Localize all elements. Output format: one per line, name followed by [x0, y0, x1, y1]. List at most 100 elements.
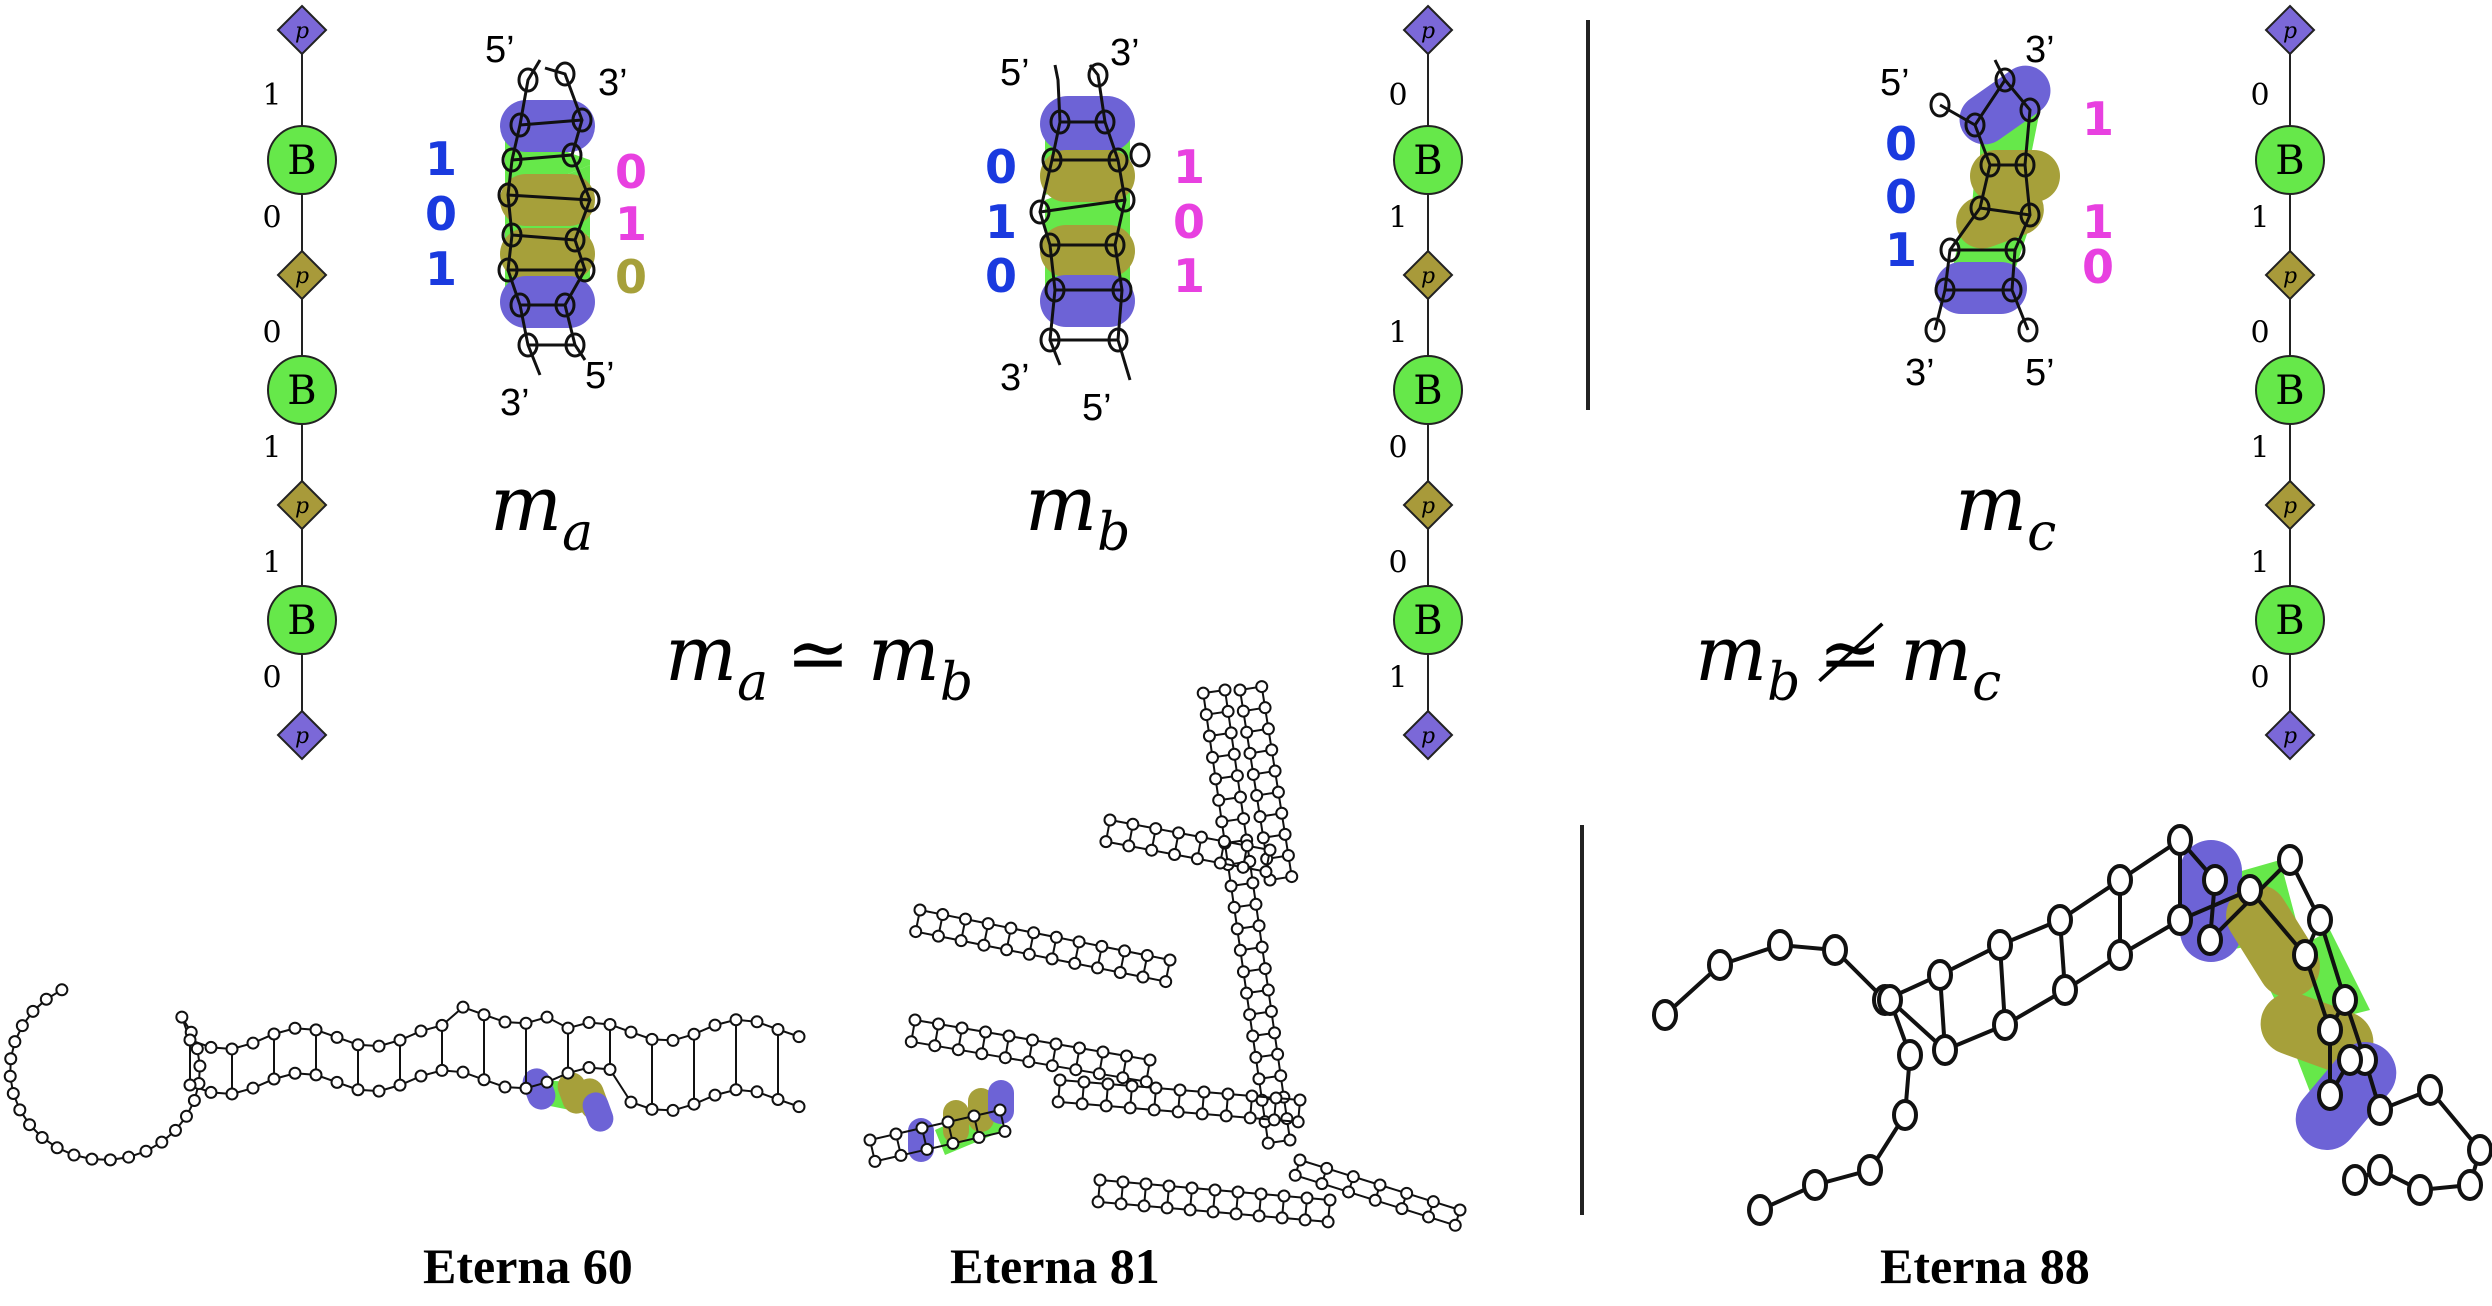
eterna-81-nucleotide [1293, 1153, 1307, 1167]
motif-mb-right-bit: 1 [1173, 249, 1205, 303]
eterna-60-nucleotide [561, 1066, 575, 1080]
chain-bit: 0 [2250, 661, 2269, 696]
eterna-60-nucleotide [603, 1062, 617, 1076]
eterna-60-nucleotide [55, 983, 69, 997]
eterna-60-nucleotide [288, 1066, 302, 1080]
eterna-81-nucleotide [1252, 1072, 1266, 1086]
eterna-81-nucleotide [1252, 919, 1266, 933]
eterna-88-nucleotide [2467, 1134, 2492, 1166]
eterna-81-nucleotide [1300, 1191, 1314, 1205]
eterna-60-nucleotide [540, 1075, 554, 1089]
chain-bit: 1 [1388, 316, 1407, 351]
eterna-81-nucleotide [913, 903, 927, 917]
eterna-60-nucleotide [414, 1069, 428, 1083]
eterna-81-nucleotide [1283, 1133, 1297, 1147]
eterna-88-nucleotide [2167, 824, 2193, 856]
eterna-81-nucleotide [1249, 1050, 1263, 1064]
phosphate-label: p [2283, 494, 2297, 519]
motif-mc: 3’ 5’ 3’ 5’ 0 0 1 1 1 0 mc [1880, 29, 2114, 563]
eterna-81-nucleotide [1229, 1207, 1243, 1221]
eterna-81-nucleotide [1259, 865, 1273, 879]
eterna-81-nucleotide [1199, 708, 1213, 722]
eterna-81-nucleotide [1139, 1177, 1153, 1191]
eterna-60-nucleotide [540, 1010, 554, 1024]
eterna-81-nucleotide [1172, 826, 1186, 840]
phosphate-node [276, 479, 328, 531]
chain-bit: 0 [1388, 546, 1407, 581]
eterna-81-nucleotide [1208, 1183, 1222, 1197]
eterna-88-nucleotide [2367, 1154, 2393, 1186]
motif-mb-end-label: 3’ [1110, 32, 1140, 74]
eterna-60-highlights [522, 1068, 614, 1132]
eterna-81-nucleotide [1280, 1112, 1294, 1126]
eterna-81-nucleotide [1149, 1081, 1163, 1095]
eterna-81-nucleotide [1221, 704, 1235, 718]
eterna-81-nucleotide [1004, 921, 1018, 935]
eterna-88-nucleotide [1857, 1154, 1883, 1186]
eterna-60-nucleotide [225, 1042, 239, 1056]
caption-eterna-60: Eterna 60 [423, 1238, 633, 1294]
eterna-81-nucleotide [1271, 1047, 1285, 1061]
eterna-81-nucleotide [1254, 1187, 1268, 1201]
motif-mc-right-bit: 0 [2082, 240, 2114, 294]
base-node [267, 355, 337, 425]
eterna-81-nucleotide [1291, 1115, 1305, 1129]
eterna-81-nucleotide [1274, 1069, 1288, 1083]
eterna-60-nucleotide [13, 1103, 27, 1117]
base-node [267, 125, 337, 195]
eterna-88-nucleotide [2337, 1044, 2363, 1076]
eterna-81-nucleotide [1053, 1073, 1067, 1087]
eterna-81-strand [1202, 693, 1270, 1144]
eterna-81-nucleotide [909, 925, 923, 939]
motif-ma-left-bit: 1 [425, 132, 457, 186]
eterna-81-nucleotide [1426, 1195, 1440, 1209]
eterna-81-nucleotide [1240, 839, 1254, 853]
eterna-60-nucleotide [792, 1100, 806, 1114]
eterna-88-nucleotide [1707, 949, 1733, 981]
eterna-60-nucleotide [179, 1109, 193, 1123]
motif-mb-structure [1029, 62, 1151, 381]
eterna-81-nucleotide [941, 1115, 955, 1129]
motif-mc-right-bit: 1 [2082, 195, 2114, 249]
eterna-81-nucleotide [1190, 852, 1204, 866]
eterna-81-nucleotide [1049, 930, 1063, 944]
eterna-81-nucleotide [1103, 813, 1117, 827]
base-label: B [2275, 368, 2304, 414]
eterna-81-nucleotide [1373, 1178, 1387, 1192]
motif-mc-right-bit: 1 [2082, 92, 2114, 146]
chain-bit: 1 [262, 78, 281, 113]
eterna-60-nucleotide [561, 1021, 575, 1035]
eterna-60-nucleotide [372, 1039, 386, 1053]
chain-bit: 0 [262, 661, 281, 696]
eterna-60-nucleotide [187, 1093, 201, 1107]
eterna-81-nucleotide [1093, 1173, 1107, 1187]
eterna-81-strand [1260, 686, 1293, 877]
eterna-88-structure [1652, 824, 2492, 1226]
eterna-60-nucleotide [624, 1095, 638, 1109]
eterna-60-nucleotide [729, 1083, 743, 1097]
eterna-81-nucleotide [1026, 1033, 1039, 1047]
eterna-88-nucleotide [1802, 1169, 1828, 1201]
phosphate-node [276, 709, 328, 761]
eterna-60-nucleotide [750, 1085, 764, 1099]
nonequivalence-relation: mb ≄ mc [1695, 609, 2001, 713]
eterna-60-nucleotide [477, 1073, 491, 1087]
eterna-81-nucleotide [1077, 1075, 1091, 1089]
eterna-81-nucleotide [1323, 1193, 1337, 1207]
eterna-60-nucleotide [414, 1024, 428, 1038]
eterna-60-nucleotide [139, 1144, 153, 1158]
chain-bit: 0 [262, 316, 281, 351]
eterna-81-strand [915, 930, 1166, 983]
phosphate-node [276, 4, 328, 56]
eterna-81-nucleotide [1163, 953, 1177, 967]
eterna-60-nucleotide [456, 1065, 470, 1079]
phosphate-node [2264, 4, 2316, 56]
eterna-81-nucleotide [972, 1130, 986, 1144]
eterna-81-backbone [863, 680, 1467, 1232]
eterna-60-nucleotide [4, 1052, 18, 1066]
eterna-60-nucleotide [190, 1042, 204, 1056]
eterna-81-nucleotide [1261, 1136, 1275, 1150]
eterna-60-nucleotide [6, 1086, 20, 1100]
eterna-81-nucleotide [863, 1133, 877, 1147]
eterna-81-nucleotide [1298, 1213, 1312, 1227]
